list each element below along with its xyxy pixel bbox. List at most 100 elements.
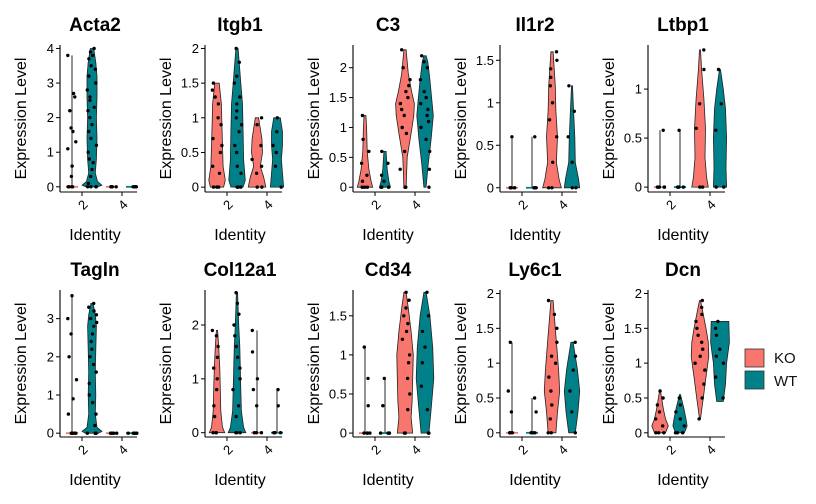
- x-tick-label: 2: [515, 197, 531, 213]
- y-tick-label: 0: [192, 180, 199, 195]
- y-tick-label: 0: [487, 180, 494, 195]
- data-point: [549, 67, 553, 71]
- data-point: [251, 387, 256, 392]
- data-point: [259, 164, 264, 168]
- data-point: [702, 67, 706, 72]
- data-point: [239, 123, 244, 127]
- data-point: [400, 337, 405, 341]
- y-axis-label: Expression Level: [158, 58, 175, 180]
- data-point: [259, 116, 264, 120]
- data-point: [714, 375, 718, 379]
- data-point: [419, 384, 423, 388]
- data-point: [216, 102, 221, 106]
- data-point: [234, 291, 238, 295]
- data-point: [276, 404, 280, 408]
- data-point: [365, 431, 370, 435]
- data-point: [401, 66, 405, 70]
- data-point: [90, 332, 95, 336]
- data-point: [566, 135, 570, 139]
- data-point: [109, 185, 113, 189]
- x-axis-label: Identity: [214, 472, 266, 489]
- y-tick-label: 1.5: [329, 308, 347, 323]
- data-point: [662, 431, 666, 435]
- y-axis-label: Expression Level: [306, 58, 323, 180]
- data-point: [210, 88, 215, 92]
- data-point: [255, 185, 259, 189]
- y-tick-label: 0: [340, 426, 347, 441]
- data-point: [220, 143, 224, 148]
- x-axis-label: Identity: [362, 227, 414, 244]
- data-point: [239, 185, 243, 189]
- data-point: [259, 143, 263, 148]
- data-point: [379, 173, 384, 177]
- data-point: [718, 347, 722, 351]
- y-tick-label: 1: [192, 371, 199, 386]
- data-point: [131, 185, 135, 189]
- data-point: [403, 431, 407, 435]
- data-point: [212, 404, 216, 408]
- data-point: [238, 366, 242, 370]
- data-point: [90, 122, 94, 127]
- data-point: [424, 95, 428, 100]
- data-point: [573, 354, 578, 358]
- violin-wt-2: [227, 292, 247, 434]
- x-tick-label: 2: [663, 442, 679, 458]
- data-point: [419, 125, 423, 130]
- data-point: [71, 397, 75, 401]
- data-point: [360, 185, 364, 189]
- data-point: [570, 160, 574, 164]
- data-point: [95, 320, 99, 325]
- y-tick-label: 1: [635, 82, 642, 97]
- panel-title: C3: [376, 15, 400, 36]
- x-tick-label: 2: [220, 442, 236, 458]
- y-tick-label: 1: [487, 95, 494, 110]
- y-tick-label: 1: [340, 120, 347, 135]
- data-point: [573, 431, 577, 435]
- data-point: [555, 340, 559, 344]
- data-point: [427, 431, 431, 435]
- data-point: [533, 135, 537, 139]
- data-point: [94, 185, 98, 189]
- data-point: [546, 298, 551, 303]
- x-axis-label: Identity: [362, 472, 414, 489]
- data-point: [574, 186, 578, 190]
- data-point: [133, 185, 138, 189]
- data-point: [216, 116, 220, 120]
- data-point: [93, 423, 97, 428]
- data-point: [94, 313, 99, 317]
- data-point: [238, 377, 242, 381]
- data-point: [698, 354, 702, 358]
- data-point: [254, 171, 259, 175]
- violin-wt-2: [81, 303, 103, 434]
- data-point: [714, 354, 718, 358]
- y-tick-label: 0.5: [329, 386, 347, 401]
- data-point: [426, 119, 431, 124]
- data-point: [360, 179, 365, 183]
- y-tick-label: 0: [635, 425, 642, 440]
- data-point: [507, 431, 512, 435]
- data-point: [423, 345, 427, 349]
- data-point: [87, 129, 91, 134]
- data-point: [126, 431, 130, 435]
- data-point: [700, 312, 704, 317]
- panel-ly6c1: Ly6c1 Expression Level Identity 0 0.5 1 1.5 2 2 4: [453, 260, 581, 489]
- y-tick-label: 2: [47, 349, 54, 364]
- data-point: [260, 185, 264, 189]
- data-point: [88, 355, 92, 359]
- data-point: [255, 377, 260, 381]
- data-point: [387, 431, 391, 435]
- data-point: [367, 149, 371, 154]
- data-point: [714, 333, 719, 337]
- data-point: [661, 424, 665, 428]
- data-point: [70, 294, 74, 298]
- data-point: [553, 361, 558, 365]
- panel-c3: C3 Expression Level Identity 0 0.5 1 1.5 2 2 4: [306, 15, 434, 244]
- data-point: [549, 354, 554, 358]
- data-point: [238, 431, 242, 435]
- data-point: [508, 186, 512, 190]
- data-point: [114, 185, 118, 189]
- data-point: [700, 340, 704, 344]
- data-point: [567, 84, 571, 88]
- y-tick-label: 0.5: [624, 390, 642, 405]
- data-point: [701, 347, 705, 351]
